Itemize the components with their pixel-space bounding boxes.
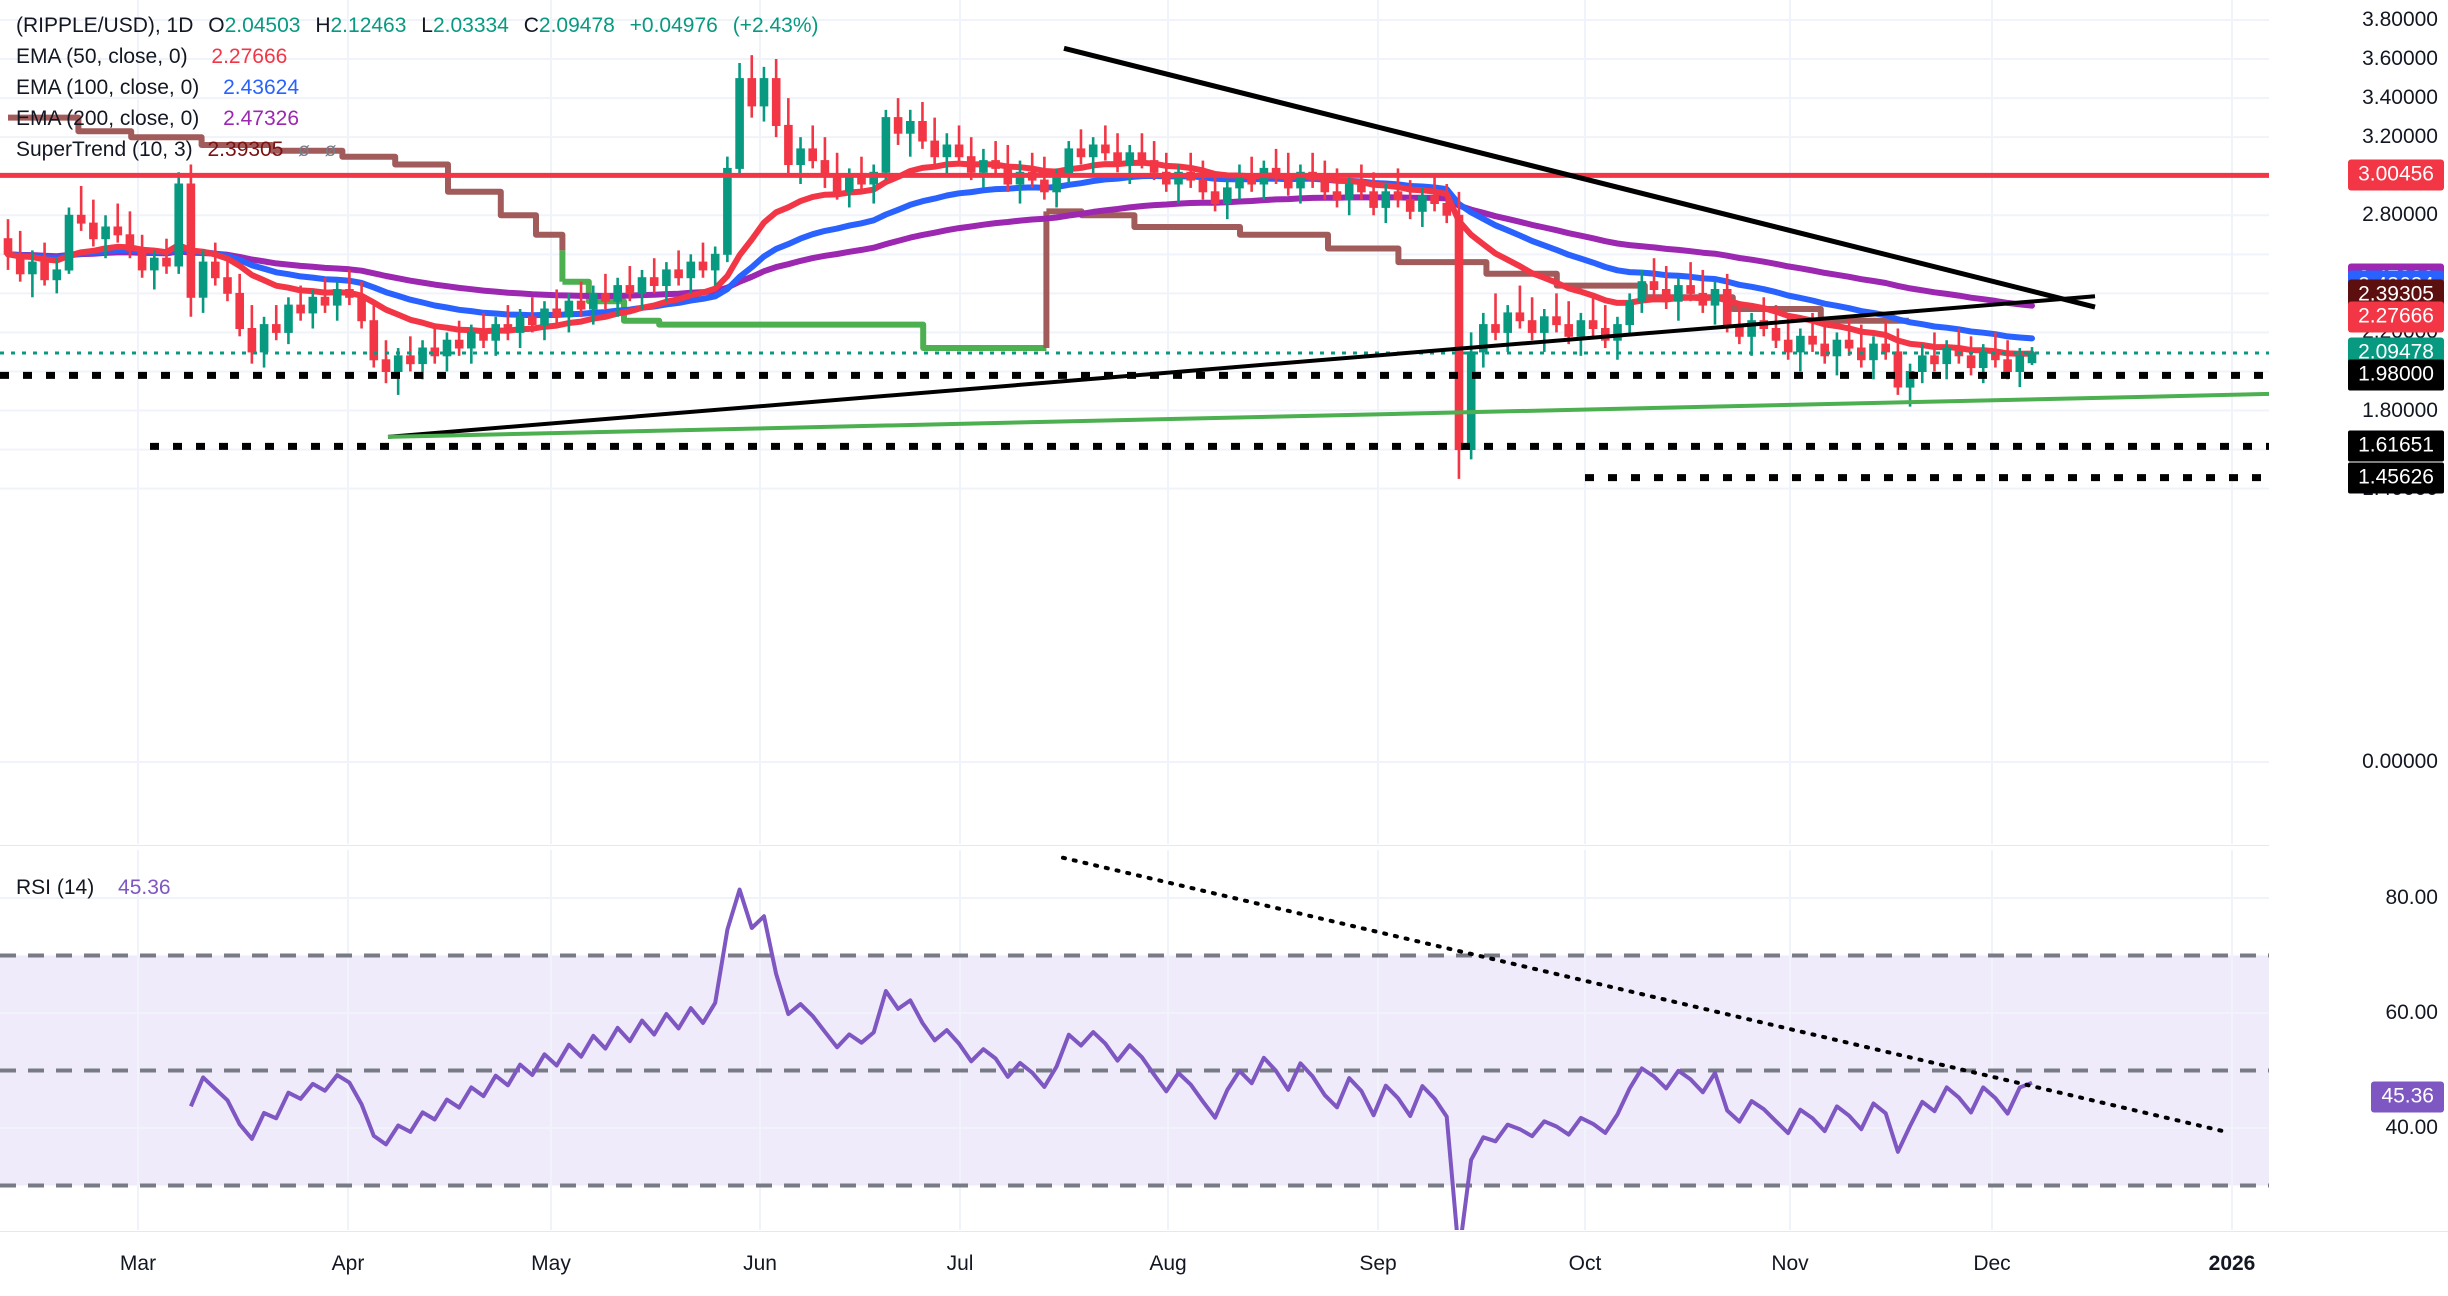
price-tick-1-80: 1.80000	[2362, 398, 2438, 422]
price-pane[interactable]	[0, 0, 2448, 844]
legend-row-ema200[interactable]: EMA (200, close, 0) 2.47326	[16, 103, 818, 134]
rsi-pane[interactable]	[0, 850, 2448, 1230]
time-tick-sep: Sep	[1359, 1252, 1397, 1275]
price-pill-level-198[interactable]: 1.98000	[2348, 359, 2444, 391]
close-key: C	[523, 14, 539, 37]
chart-legend: (RIPPLE/USD), 1D O2.04503 H2.12463 L2.03…	[16, 10, 818, 165]
time-tick-mar: Mar	[119, 1252, 157, 1275]
rsi-tick-60: 60.00	[2385, 1001, 2438, 1024]
price-tick-0-00: 0.00000	[2362, 750, 2438, 773]
close-value: 2.09478	[538, 14, 615, 37]
change-percent: (+2.43%)	[732, 14, 819, 37]
price-scale[interactable]: 3.80000 3.60000 3.40000 3.20000 2.80000 …	[2269, 0, 2448, 1231]
time-tick-jun: Jun	[743, 1252, 777, 1275]
legend-row-ema100[interactable]: EMA (100, close, 0) 2.43624	[16, 72, 818, 103]
open-key: O	[208, 14, 225, 37]
time-tick-2026: 2026	[2208, 1252, 2256, 1275]
price-tick-3-20: 3.20000	[2362, 125, 2438, 149]
supertrend-na-1: ø	[298, 140, 310, 161]
rsi-label: RSI (14)	[16, 876, 95, 899]
price-pill-resistance[interactable]: 3.00456	[2348, 159, 2444, 191]
rsi-tick-40: 40.00	[2385, 1116, 2438, 1139]
time-tick-oct: Oct	[1568, 1252, 1602, 1275]
open-value: 2.04503	[224, 14, 301, 37]
high-value: 2.12463	[330, 14, 407, 37]
price-chart-canvas[interactable]	[0, 0, 2270, 844]
pane-divider	[0, 845, 2270, 846]
change-absolute: +0.04976	[629, 14, 718, 37]
ema100-value: 2.43624	[223, 76, 300, 99]
time-tick-dec: Dec	[1973, 1252, 2011, 1275]
time-tick-jul: Jul	[946, 1252, 974, 1275]
price-tick-3-60: 3.60000	[2362, 47, 2438, 71]
time-tick-nov: Nov	[1771, 1252, 1809, 1275]
price-tick-3-40: 3.40000	[2362, 86, 2438, 110]
price-pill-level-16165[interactable]: 1.61651	[2348, 430, 2444, 462]
time-scale[interactable]: Mar Apr May Jun Jul Aug Sep Oct Nov Dec …	[0, 1231, 2448, 1296]
rsi-pill-current[interactable]: 45.36	[2371, 1081, 2444, 1113]
supertrend-na-2: ø	[324, 140, 337, 161]
rsi-tick-80: 80.00	[2385, 886, 2438, 909]
time-tick-may: May	[531, 1252, 571, 1275]
low-value: 2.03334	[432, 14, 509, 37]
legend-row-symbol[interactable]: (RIPPLE/USD), 1D O2.04503 H2.12463 L2.03…	[16, 10, 818, 41]
time-tick-apr: Apr	[331, 1252, 365, 1275]
price-pill-ema50[interactable]: 2.27666	[2348, 301, 2444, 333]
rsi-chart-canvas[interactable]	[0, 850, 2270, 1230]
supertrend-value: 2.39305	[207, 138, 284, 161]
low-key: L	[421, 14, 433, 37]
legend-row-ema50[interactable]: EMA (50, close, 0) 2.27666	[16, 41, 818, 72]
high-key: H	[315, 14, 331, 37]
rsi-legend[interactable]: RSI (14) 45.36	[16, 874, 171, 902]
supertrend-label: SuperTrend (10, 3)	[16, 138, 193, 161]
price-tick-3-80: 3.80000	[2362, 8, 2438, 31]
ema200-label: EMA (200, close, 0)	[16, 107, 200, 130]
ema100-label: EMA (100, close, 0)	[16, 76, 200, 99]
ema50-value: 2.27666	[211, 45, 288, 68]
symbol-label: (RIPPLE/USD), 1D	[16, 14, 194, 37]
rsi-value: 45.36	[118, 876, 171, 899]
ema200-value: 2.47326	[223, 107, 300, 130]
time-tick-aug: Aug	[1149, 1252, 1187, 1275]
price-pill-level-14563[interactable]: 1.45626	[2348, 462, 2444, 494]
price-tick-2-80: 2.80000	[2362, 203, 2438, 227]
ema50-label: EMA (50, close, 0)	[16, 45, 188, 68]
legend-row-supertrend[interactable]: SuperTrend (10, 3) 2.39305 ø ø	[16, 134, 818, 165]
